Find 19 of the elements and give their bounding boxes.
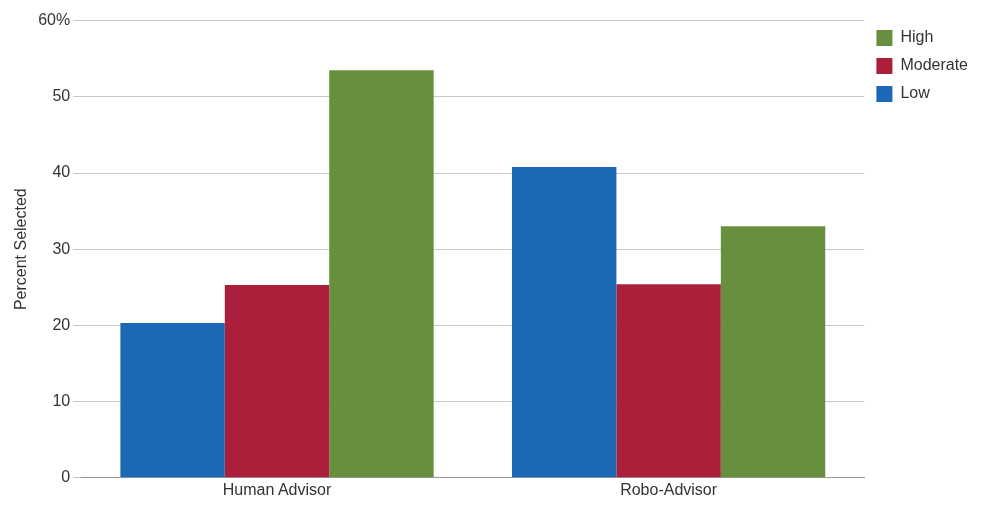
- x-tick-label: Human Advisor: [222, 480, 332, 498]
- y-tick-label: 30: [52, 239, 71, 257]
- y-axis-title: Percent Selected: [12, 188, 30, 311]
- legend-label: Moderate: [900, 56, 969, 74]
- bar: [511, 166, 617, 478]
- bar: [329, 70, 434, 478]
- y-tick-label: 10: [52, 392, 71, 410]
- bar: [120, 323, 225, 478]
- legend-label: High: [900, 28, 934, 46]
- bar: [720, 226, 826, 478]
- bar: [616, 284, 721, 478]
- y-tick-label: 60%: [38, 11, 71, 29]
- x-tick-label: Robo-Advisor: [620, 480, 718, 498]
- y-tick-label: 50: [52, 87, 71, 105]
- y-tick-label: 0: [61, 468, 71, 486]
- y-tick-label: 40: [52, 163, 71, 181]
- legend-label: Low: [900, 84, 931, 102]
- y-tick-label: 20: [52, 315, 71, 333]
- bar: [224, 285, 330, 478]
